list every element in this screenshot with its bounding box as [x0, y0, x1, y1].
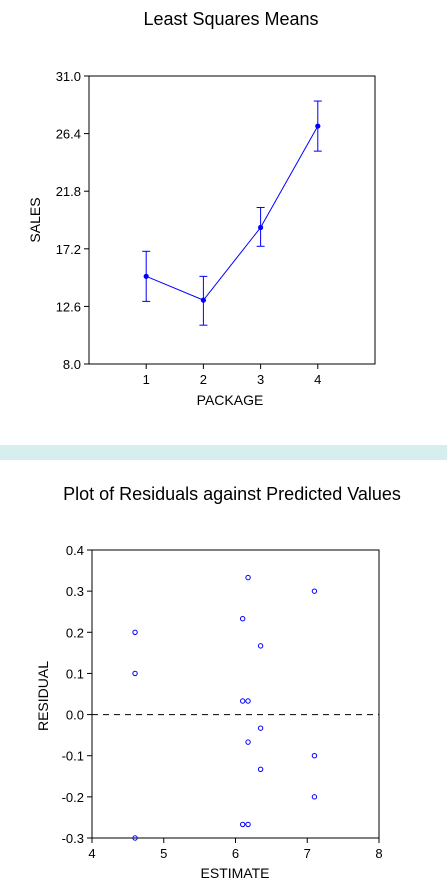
- chart1-background: [0, 0, 447, 445]
- chart2-residual-point: [132, 835, 138, 841]
- chart1-y-tick-label: 12.6: [56, 299, 81, 314]
- chart2-title: Plot of Residuals against Predicted Valu…: [63, 484, 401, 504]
- chart2-residual-point: [245, 698, 251, 704]
- chart1-x-tick-label: 4: [314, 372, 321, 387]
- chart1-plot-frame: [88, 75, 376, 365]
- chart2-x-tick-label: 8: [375, 846, 382, 861]
- chart2-y-tick-label: -0.3: [62, 831, 84, 846]
- chart1-y-tick-label: 31.0: [56, 69, 81, 84]
- chart2-y-axis-label: RESIDUAL: [35, 661, 51, 731]
- chart2-y-tick-label: 0.3: [66, 584, 84, 599]
- chart1-mean-point: [200, 297, 206, 303]
- chart1-mean-point: [315, 123, 321, 129]
- chart2-x-tick-label: 6: [232, 846, 239, 861]
- chart2-x-axis: 4 5 6 7 8: [88, 838, 383, 861]
- chart1-x-tick-label: 3: [257, 372, 264, 387]
- chart1-x-tick-label: 1: [143, 372, 150, 387]
- chart2-residual-point: [257, 643, 264, 649]
- chart2-x-tick-label: 4: [88, 846, 95, 861]
- chart2-x-tick-label: 7: [304, 846, 311, 861]
- chart2-residual-point: [257, 766, 264, 772]
- chart2-y-tick-label: -0.2: [62, 790, 84, 805]
- chart2-residual-point: [311, 753, 318, 759]
- chart1-x-tick-label: 2: [200, 372, 207, 387]
- residual-plot-chart: Plot of Residuals against Predicted Valu…: [0, 460, 447, 891]
- chart2-residual-point: [245, 574, 251, 581]
- chart2-residual-point: [239, 698, 246, 704]
- chart1-series: [142, 100, 322, 326]
- chart1-y-axis: 8.0 12.6 17.2 21.8 26.4 31.0: [56, 69, 89, 372]
- chart2-residual-point: [311, 794, 318, 800]
- chart2-residual-point: [245, 821, 251, 828]
- chart1-y-axis-label: SALES: [27, 197, 43, 242]
- chart2-points: [132, 574, 318, 841]
- chart2-residual-point: [132, 670, 138, 677]
- chart1-mean-point: [258, 224, 264, 231]
- chart1-x-axis-label: PACKAGE: [197, 392, 264, 408]
- chart1-x-axis: 1 2 3 4: [143, 364, 321, 387]
- chart2-y-tick-label: 0.4: [66, 543, 84, 558]
- chart1-y-tick-label: 21.8: [56, 184, 81, 199]
- chart2-residual-point: [311, 588, 318, 594]
- chart2-y-tick-label: -0.1: [62, 749, 84, 764]
- chart2-residual-point: [132, 629, 138, 635]
- chart2-y-axis: -0.3 -0.2 -0.1 0.0 0.1 0.2 0.3 0.4: [62, 543, 92, 846]
- chart2-x-tick-label: 5: [160, 846, 167, 861]
- chart2-residual-point: [257, 725, 264, 731]
- chart1-y-tick-label: 17.2: [56, 242, 81, 257]
- chart1-title: Least Squares Means: [143, 9, 318, 29]
- chart2-y-tick-label: 0.0: [66, 708, 84, 723]
- chart2-y-tick-label: 0.1: [66, 666, 84, 681]
- least-squares-means-chart: Least Squares Means 8.0 12.6 17.2 21.8 26.4 3…: [0, 0, 447, 445]
- chart2-residual-point: [245, 739, 251, 745]
- chart2-residual-point: [239, 821, 246, 828]
- chart2-y-tick-label: 0.2: [66, 625, 84, 640]
- chart1-mean-point: [143, 273, 149, 279]
- chart1-y-tick-label: 26.4: [56, 127, 81, 142]
- chart2-x-axis-label: ESTIMATE: [201, 865, 270, 881]
- chart1-y-tick-label: 8.0: [63, 357, 81, 372]
- chart1-series-line: [146, 125, 319, 301]
- chart2-residual-point: [239, 616, 246, 622]
- chart2-background: [0, 460, 447, 891]
